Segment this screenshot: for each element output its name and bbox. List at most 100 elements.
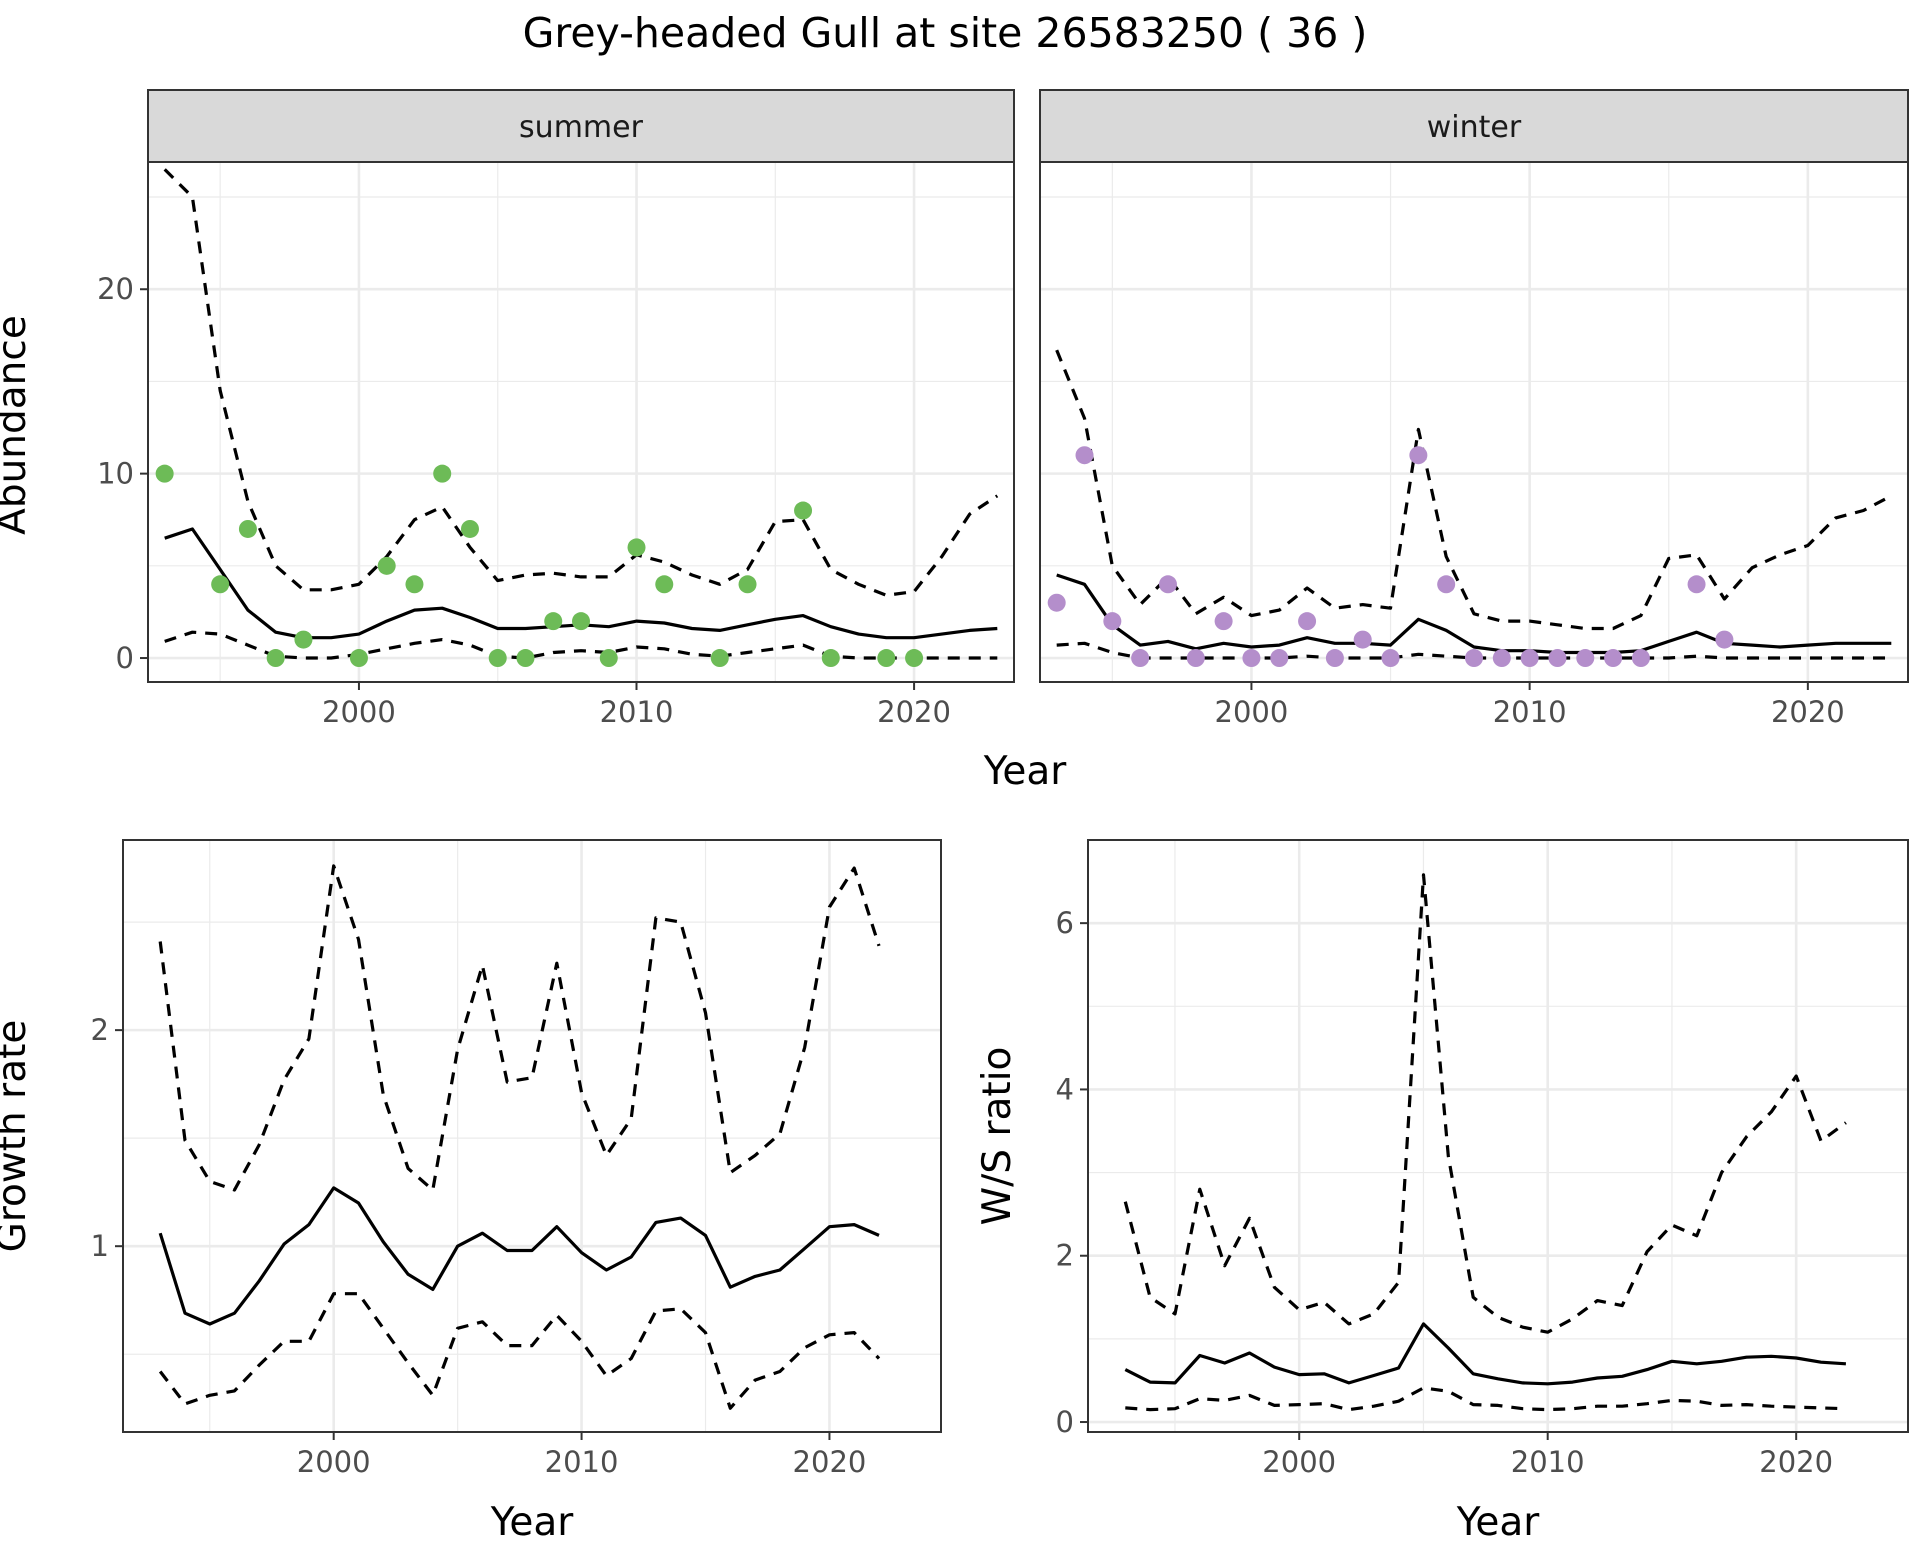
growth-rate-panel: 2000 2010 2020 1 2 — [91, 839, 942, 1479]
winter-data-point — [1687, 575, 1706, 594]
winter-data-point — [1242, 649, 1261, 668]
winter-plot — [1047, 349, 1893, 668]
growth-panel-border — [122, 839, 942, 1433]
growth-panel-background — [123, 840, 941, 1432]
summer-data-point — [377, 556, 396, 575]
winter-data-point — [1576, 649, 1595, 668]
summer-data-point — [821, 649, 840, 668]
summer-data-point — [738, 575, 757, 594]
ratio-y-tick-label: 6 — [1056, 906, 1074, 940]
ratio-plot — [1123, 873, 1847, 1412]
winter-grid — [1040, 162, 1908, 682]
summer-plot — [155, 168, 999, 668]
growth-lower-line — [158, 1292, 881, 1410]
winter-axes: 2000 2010 2020 — [1215, 682, 1845, 729]
winter-data-point — [1047, 593, 1066, 612]
summer-axes: 2000 2010 2020 0 10 20 — [97, 272, 951, 729]
summer-data-point — [572, 612, 590, 631]
winter-x-tick-label: 2020 — [1771, 695, 1845, 729]
winter-panel-border — [1039, 161, 1909, 683]
summer-data-point — [599, 649, 618, 668]
winter-data-point — [1604, 649, 1623, 668]
winter-lower-line — [1056, 641, 1892, 660]
growth-x-tick-label: 2000 — [297, 1445, 371, 1479]
ratio-x-tick-label: 2020 — [1759, 1445, 1833, 1479]
winter-strip — [1039, 89, 1909, 163]
winter-data-point — [1270, 649, 1289, 668]
winter-data-point — [1298, 612, 1317, 631]
summer-panel: summer 2000 2010 2020 0 10 20 — [97, 89, 1015, 729]
winter-panel: winter 2000 2010 2020 — [1039, 89, 1909, 729]
winter-data-point — [1715, 630, 1734, 649]
summer-x-tick-label: 2010 — [600, 695, 674, 729]
ratio-y-tick-label: 0 — [1056, 1405, 1074, 1439]
summer-upper-line — [163, 168, 999, 597]
summer-y-tick-label: 20 — [97, 272, 134, 306]
summer-x-tick-label: 2020 — [877, 695, 951, 729]
summer-grid — [148, 162, 1014, 682]
ratio-y-tick-label: 2 — [1056, 1239, 1074, 1273]
summer-data-point — [266, 649, 285, 668]
growth-estimate-line — [158, 1186, 880, 1326]
winter-data-point — [1325, 649, 1344, 668]
winter-data-point — [1548, 649, 1567, 668]
summer-panel-background — [148, 162, 1014, 682]
ratio-x-axis-label: Year — [1456, 1500, 1541, 1545]
growth-y-axis-label: Growth rate — [0, 1020, 35, 1253]
winter-data-point — [1158, 575, 1177, 594]
ratio-panel-border — [1087, 839, 1909, 1433]
winter-strip-label: winter — [1427, 110, 1522, 145]
growth-plot — [158, 864, 881, 1410]
growth-x-tick-label: 2020 — [793, 1445, 867, 1479]
summer-data-point — [460, 519, 479, 538]
summer-data-point — [877, 649, 896, 668]
summer-strip-label: summer — [519, 110, 644, 145]
winter-data-point — [1186, 649, 1205, 668]
summer-data-point — [488, 649, 507, 668]
ratio-y-axis-label: W/S ratio — [975, 1047, 1020, 1226]
summer-y-tick-label: 0 — [116, 641, 134, 675]
winter-data-point — [1214, 612, 1233, 631]
winter-data-point — [1381, 649, 1400, 668]
summer-data-point — [294, 630, 313, 649]
summer-strip — [147, 89, 1015, 163]
winter-panel-background — [1040, 162, 1908, 682]
summer-y-tick-label: 10 — [97, 457, 134, 491]
summer-data-point — [349, 649, 368, 668]
summer-data-point — [544, 612, 563, 631]
winter-data-point — [1131, 649, 1150, 668]
summer-panel-border — [147, 161, 1015, 683]
winter-data-point — [1520, 649, 1539, 668]
winter-data-point — [1103, 612, 1122, 631]
growth-x-tick-label: 2010 — [545, 1445, 619, 1479]
growth-grid — [123, 840, 941, 1432]
winter-data-point — [1353, 630, 1372, 649]
ratio-x-tick-label: 2010 — [1511, 1445, 1585, 1479]
growth-x-axis-label: Year — [490, 1500, 575, 1545]
ratio-y-tick-label: 4 — [1056, 1072, 1074, 1106]
winter-estimate-line — [1056, 573, 1892, 655]
top-y-axis-label: Abundance — [0, 315, 35, 535]
growth-y-tick-label: 2 — [91, 1013, 109, 1047]
ws-ratio-panel: 2000 2010 2020 0 2 4 6 — [1056, 839, 1909, 1479]
ratio-panel-background — [1088, 840, 1908, 1432]
winter-upper-line — [1055, 349, 1893, 631]
winter-data-point — [1075, 446, 1094, 465]
summer-data-point — [710, 649, 729, 668]
ratio-estimate-line — [1124, 1322, 1847, 1386]
growth-axes: 2000 2010 2020 1 2 — [91, 1013, 867, 1479]
winter-x-tick-label: 2000 — [1215, 695, 1289, 729]
ratio-grid — [1088, 839, 1908, 1432]
growth-upper-line — [158, 864, 881, 1192]
ratio-axes: 2000 2010 2020 0 2 4 6 — [1056, 906, 1834, 1479]
summer-data-point — [655, 575, 674, 594]
winter-data-point — [1492, 649, 1511, 668]
winter-data-point — [1465, 649, 1483, 668]
summer-data-point — [794, 501, 813, 520]
summer-x-tick-label: 2000 — [322, 695, 396, 729]
summer-data-point — [905, 649, 924, 668]
ratio-lower-line — [1125, 1386, 1846, 1412]
summer-data-point — [155, 464, 174, 483]
top-x-axis-label: Year — [983, 749, 1068, 794]
winter-data-point — [1631, 649, 1650, 668]
